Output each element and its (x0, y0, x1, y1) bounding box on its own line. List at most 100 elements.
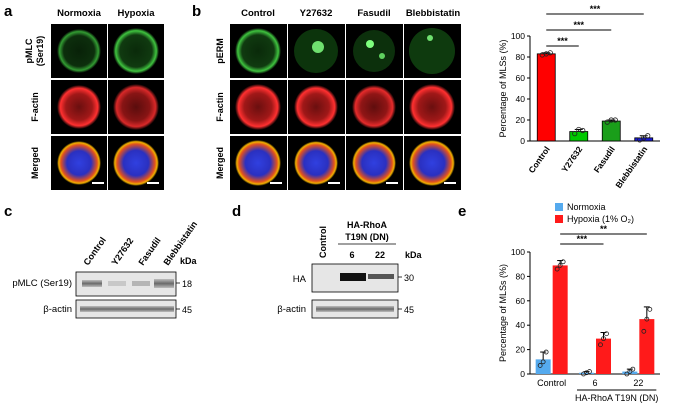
col-label-hypoxia: Hypoxia (118, 8, 156, 19)
group-label: HA-RhoA T19N (DN) (575, 393, 658, 403)
blot-header-line2: T19N (DN) (345, 232, 389, 242)
panel-letter-d: d (232, 203, 241, 220)
bar (579, 372, 594, 374)
y-tick-label: 0 (520, 136, 525, 146)
col-label-control: Control (241, 8, 275, 19)
data-point (581, 371, 586, 377)
data-point (557, 263, 563, 268)
data-point (641, 135, 647, 141)
scale-bar (386, 182, 398, 184)
y-axis-label: Percentage of MLSs (%) (498, 39, 508, 137)
col-label-y27632: Y27632 (300, 8, 333, 19)
data-point (598, 342, 603, 348)
kda-label-c: kDa (180, 256, 198, 266)
data-point (560, 259, 566, 265)
lane-label-fasudil: Fasudil (136, 236, 162, 268)
data-point (587, 369, 592, 374)
significance-label: ** (600, 224, 608, 234)
x-tick-label: Blebbistatin (613, 144, 649, 190)
row-label-pmlc: pMLC (Ser19) (24, 36, 45, 67)
blot-label-actin-d: β-actin (277, 304, 306, 315)
significance-label: *** (590, 4, 601, 14)
y-tick-label: 80 (516, 271, 526, 281)
data-point (641, 328, 647, 334)
data-point (572, 131, 578, 137)
y-tick-label: 20 (516, 345, 526, 355)
col-label-normoxia: Normoxia (57, 8, 102, 19)
panel-b-images: b Control Y27632 Fasudil Blebbistatin pE… (192, 3, 461, 190)
scale-bar (270, 182, 282, 184)
row-label-perm: pERM (215, 38, 225, 64)
y-tick-label: 40 (516, 320, 526, 330)
kda-value-pmlc: 18 (182, 279, 192, 289)
lane-label-6: 6 (349, 250, 354, 260)
data-point (608, 117, 614, 123)
kda-value-actin-d: 45 (404, 305, 414, 315)
bar (639, 319, 655, 374)
data-point (647, 306, 653, 312)
y-tick-label: 40 (516, 94, 526, 104)
y-tick-label: 80 (516, 52, 526, 62)
x-tick-label: Y27632 (559, 144, 584, 174)
data-point (580, 127, 586, 134)
row-label-factin-a: F-actin (30, 92, 40, 122)
scale-bar (92, 182, 104, 184)
lane-label-control: Control (81, 235, 108, 267)
lane-label-y27632: Y27632 (109, 236, 135, 267)
significance-label: *** (573, 20, 584, 30)
svg-text:(Ser19): (Ser19) (35, 36, 45, 67)
data-point (540, 359, 546, 365)
data-point (604, 331, 609, 337)
data-point (630, 366, 636, 372)
blot-label-actin-c: β-actin (43, 304, 72, 315)
kda-value-actin-c: 45 (182, 305, 192, 315)
kda-label-d: kDa (405, 250, 423, 260)
data-point (612, 117, 618, 123)
panel-letter-b: b (192, 3, 201, 20)
panel-d: d Control HA-RhoA T19N (DN) 6 22 kDa HA … (232, 203, 423, 319)
panel-letter-c: c (4, 203, 12, 220)
y-tick-label: 60 (516, 296, 526, 306)
bar (536, 53, 556, 142)
legend-swatch (555, 203, 563, 211)
panel-a: a Normoxia Hypoxia pMLC (Ser19) F-actin … (4, 3, 164, 190)
data-point (543, 349, 549, 355)
col-label-blebbistatin: Blebbistatin (406, 8, 461, 19)
significance-label: *** (557, 36, 568, 46)
x-tick-label: 22 (633, 378, 643, 388)
blot-header-line1: HA-RhoA (347, 220, 387, 230)
blot-label-ha: HA (293, 274, 307, 285)
data-point (624, 371, 630, 377)
legend-label: Normoxia (567, 202, 606, 212)
col-label-fasudil: Fasudil (357, 8, 390, 19)
blot-label-pmlc: pMLC (Ser19) (12, 278, 72, 289)
scale-bar (328, 182, 340, 184)
data-point (627, 369, 633, 374)
scale-bar (147, 182, 159, 184)
scale-bar (444, 182, 456, 184)
y-axis-label: Percentage of MLSs (%) (498, 264, 508, 362)
panel-letter-a: a (4, 3, 13, 20)
bar (601, 120, 621, 142)
data-point (637, 137, 643, 143)
bar (596, 338, 611, 374)
row-label-merged-b: Merged (215, 147, 225, 179)
panel-c: c Control Y27632 Fasudil Blebbistatin kD… (4, 203, 199, 319)
legend-swatch (555, 215, 563, 223)
x-tick-label: Fasudil (592, 144, 617, 174)
data-point (547, 50, 553, 56)
lane-label-22: 22 (375, 250, 385, 260)
lane-label-control-d: Control (318, 226, 328, 258)
x-tick-label: 6 (592, 378, 597, 388)
y-tick-label: 100 (511, 247, 525, 257)
y-tick-label: 20 (516, 115, 526, 125)
panel-letter-e: e (458, 203, 466, 220)
data-point (601, 336, 606, 342)
data-point (537, 363, 543, 368)
data-point (554, 266, 560, 272)
y-tick-label: 0 (520, 369, 525, 379)
row-label-merged-a: Merged (30, 147, 40, 179)
